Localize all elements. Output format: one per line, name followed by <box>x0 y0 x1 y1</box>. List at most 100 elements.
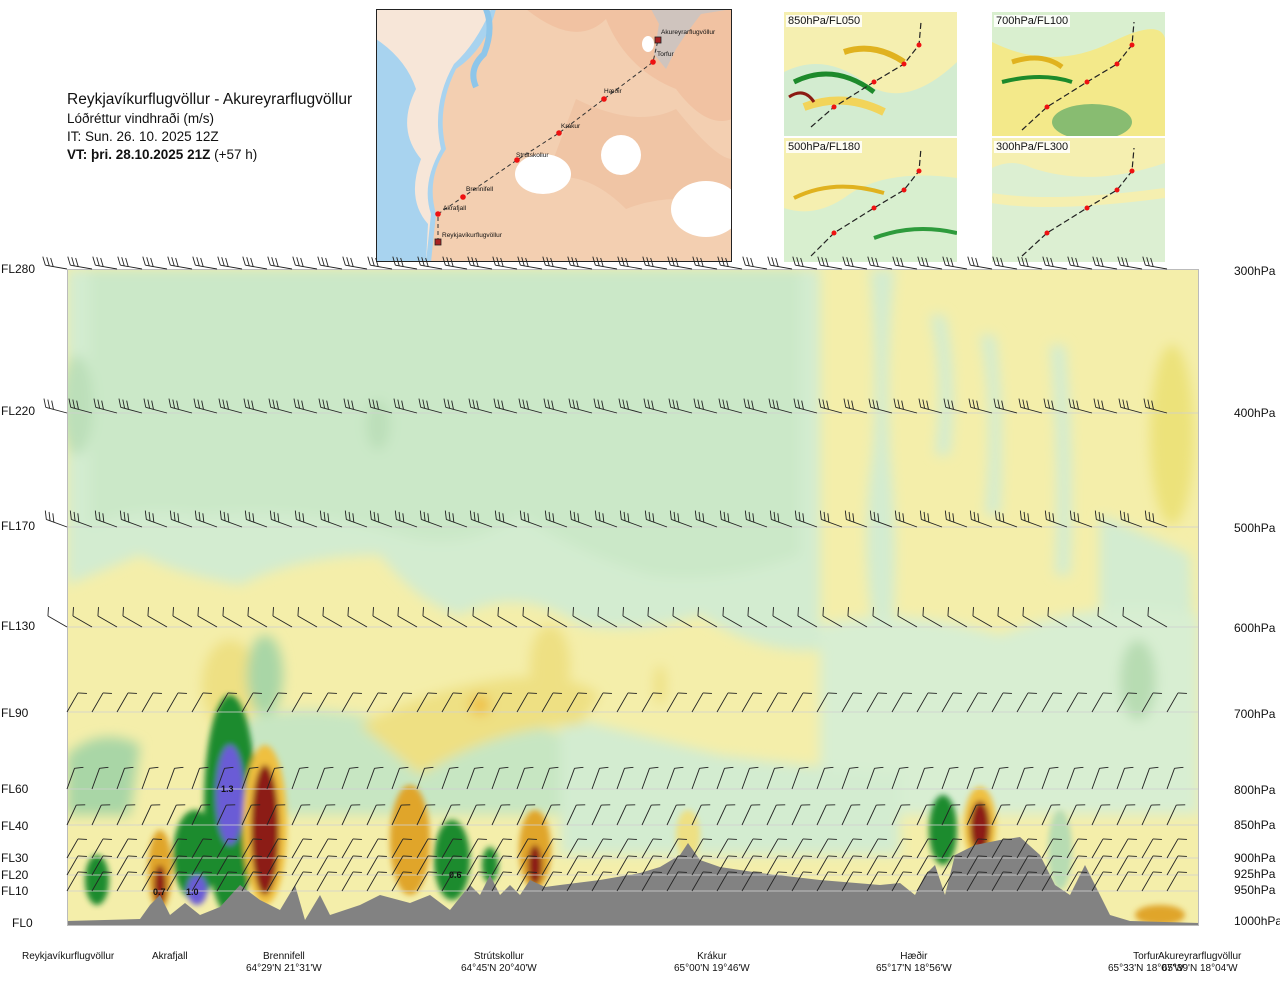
wind-barb <box>319 510 343 528</box>
wind-barb <box>967 256 993 270</box>
waypoint-coord: 65°39'N 18°04'W <box>1161 963 1238 974</box>
wind-barb <box>391 692 412 713</box>
wind-barb <box>169 510 193 528</box>
map-label-brennifell: Brennifell <box>466 186 494 193</box>
wind-barb <box>68 398 93 414</box>
wind-barb <box>617 256 643 270</box>
wind-barb <box>66 804 86 826</box>
wind-barb <box>291 871 312 892</box>
wind-barb <box>592 256 618 270</box>
wind-barb <box>867 256 893 270</box>
pressure-level-label: 900hPa <box>1234 851 1276 865</box>
wind-barb <box>444 510 468 528</box>
wind-barb <box>166 855 187 876</box>
wind-barb <box>117 256 143 270</box>
waypoint-name: Reykjavíkurflugvöllur <box>22 951 115 962</box>
wind-barb <box>469 510 493 528</box>
wind-barb <box>491 692 512 713</box>
wind-barb <box>697 607 718 628</box>
wind-barb <box>416 692 437 713</box>
wind-barb <box>1141 871 1162 892</box>
wind-barb <box>366 692 387 713</box>
wind-barb <box>347 607 368 628</box>
wind-barb <box>891 766 909 790</box>
wind-barb <box>491 838 512 859</box>
wind-barb <box>941 804 961 826</box>
flight-level-label: FL0 <box>12 916 33 930</box>
wind-barb <box>916 871 937 892</box>
wind-barb <box>1066 692 1087 713</box>
route-map: Akureyrarflugvöllur Torfur Hæðir Krákur … <box>376 9 732 262</box>
wind-barb <box>267 256 293 270</box>
wind-barb <box>266 804 286 826</box>
wind-barb <box>716 692 737 713</box>
wind-barb <box>1141 692 1162 713</box>
waypoint-coord: 64°45'N 20°40'W <box>461 963 537 974</box>
wind-barb <box>394 510 418 528</box>
mini-map-300hpa: 300hPa/FL300 <box>991 138 1166 262</box>
wind-barb <box>541 692 562 713</box>
wind-barb <box>572 607 593 628</box>
wind-barb <box>841 871 862 892</box>
flight-level-label: FL280 <box>1 262 36 276</box>
wind-barb <box>1091 766 1109 790</box>
wind-barb <box>1142 256 1168 270</box>
wind-barb <box>266 838 287 859</box>
wind-barb <box>1116 804 1136 826</box>
wind-barb <box>968 398 993 414</box>
waypoint-name: Strútskollur <box>473 951 524 962</box>
map-label-krakur: Krákur <box>561 123 581 130</box>
flight-level-label: FL60 <box>1 782 29 796</box>
wind-barb <box>816 804 836 826</box>
waypoint-coord: 65°17'N 18°56'W <box>876 963 952 974</box>
wind-barb <box>419 510 443 528</box>
wind-barb <box>794 510 818 528</box>
wind-barb <box>441 766 459 790</box>
flight-level-label: FL90 <box>1 706 29 720</box>
mini-map-image <box>784 12 957 136</box>
wind-barb <box>66 838 87 859</box>
wind-barb <box>467 256 493 270</box>
wind-barb <box>591 855 612 876</box>
wind-barb <box>866 692 887 713</box>
wind-barb <box>516 871 537 892</box>
wind-barb <box>143 398 168 414</box>
flight-level-label: FL10 <box>1 884 29 898</box>
waypoint-akrafjall: Akrafjall <box>152 951 188 963</box>
wind-barb <box>991 871 1012 892</box>
wind-barb <box>243 398 268 414</box>
wind-barb <box>766 855 787 876</box>
wind-barb <box>316 766 334 790</box>
wind-barb <box>341 871 362 892</box>
wind-barb <box>741 766 759 790</box>
wind-barb <box>769 510 793 528</box>
wind-barb <box>1166 855 1187 876</box>
wind-barb <box>216 766 234 790</box>
wind-barb <box>266 855 287 876</box>
wind-barb <box>67 256 93 270</box>
wind-barb <box>216 804 236 826</box>
wind-barb <box>766 871 787 892</box>
annotation-label: 1.0 <box>186 887 199 897</box>
wind-barb <box>591 838 612 859</box>
wind-barb <box>492 256 518 270</box>
wind-barb <box>966 692 987 713</box>
wind-barb <box>292 256 318 270</box>
wind-barb <box>1041 804 1061 826</box>
wind-barb <box>691 766 709 790</box>
wind-barb <box>316 838 337 859</box>
wind-barb <box>1016 855 1037 876</box>
wind-barb <box>766 692 787 713</box>
wind-barb <box>591 871 612 892</box>
wind-barb <box>891 855 912 876</box>
wind-barb <box>1018 398 1043 414</box>
wind-barb <box>216 871 237 892</box>
wind-barb <box>766 838 787 859</box>
wind-barb <box>916 766 934 790</box>
wind-barb <box>666 871 687 892</box>
wind-barb <box>793 398 818 414</box>
wind-barb <box>716 871 737 892</box>
map-label-akrafjall: Akrafjall <box>443 205 467 212</box>
wind-barb <box>1091 871 1112 892</box>
wind-barb <box>1016 871 1037 892</box>
